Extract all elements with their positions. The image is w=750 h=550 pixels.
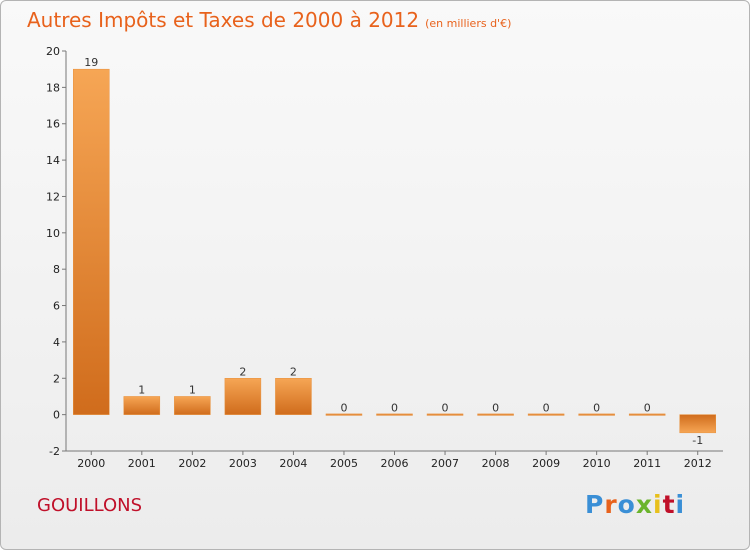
x-tick-label: 2012 bbox=[684, 457, 712, 470]
plot-area: -202468101214161820192000120011200222003… bbox=[46, 45, 723, 470]
y-tick-label: 10 bbox=[46, 227, 60, 240]
bar-value-label: 0 bbox=[391, 402, 398, 415]
bar-value-label: -1 bbox=[692, 434, 703, 447]
y-tick-label: 0 bbox=[53, 409, 60, 422]
bar-value-label: 0 bbox=[593, 402, 600, 415]
y-tick-label: 6 bbox=[53, 300, 60, 313]
bar bbox=[477, 413, 514, 416]
y-tick-label: 14 bbox=[46, 154, 60, 167]
bar-value-label: 19 bbox=[84, 56, 98, 69]
x-tick-label: 2001 bbox=[128, 457, 156, 470]
bar bbox=[174, 396, 211, 415]
y-tick-label: 18 bbox=[46, 81, 60, 94]
logo-letter: r bbox=[604, 490, 618, 519]
x-tick-label: 2003 bbox=[229, 457, 257, 470]
chart-title: Autres Impôts et Taxes de 2000 à 2012 (en… bbox=[27, 8, 511, 32]
bar bbox=[73, 68, 110, 415]
y-tick-label: 4 bbox=[53, 336, 60, 349]
bar-value-label: 1 bbox=[138, 383, 145, 396]
x-tick-label: 2002 bbox=[178, 457, 206, 470]
logo-letter: i bbox=[675, 490, 686, 519]
y-tick-label: 8 bbox=[53, 263, 60, 276]
bar bbox=[376, 413, 413, 416]
bar bbox=[527, 413, 565, 416]
proxiti-logo: Proxiti bbox=[585, 490, 685, 519]
logo-letter: t bbox=[662, 490, 676, 519]
y-tick-label: -2 bbox=[49, 445, 60, 458]
logo-letter: i bbox=[653, 490, 663, 519]
logo-letter: x bbox=[635, 490, 653, 519]
logo-letter: o bbox=[617, 490, 636, 519]
x-tick-label: 2008 bbox=[482, 457, 510, 470]
x-tick-label: 2011 bbox=[633, 457, 661, 470]
x-tick-label: 2006 bbox=[381, 457, 409, 470]
bar bbox=[325, 413, 363, 416]
bar-value-label: 2 bbox=[239, 365, 246, 378]
bar-value-label: 2 bbox=[290, 365, 297, 378]
bar bbox=[679, 414, 716, 434]
y-tick-label: 2 bbox=[53, 372, 60, 385]
bar bbox=[123, 396, 161, 415]
bar bbox=[224, 378, 262, 415]
y-tick-label: 20 bbox=[46, 45, 60, 58]
bar-value-label: 0 bbox=[340, 402, 347, 415]
x-tick-label: 2010 bbox=[583, 457, 611, 470]
bar bbox=[275, 378, 312, 415]
chart-unit: (en milliers d'€) bbox=[425, 17, 512, 30]
x-tick-label: 2004 bbox=[279, 457, 307, 470]
x-tick-label: 2005 bbox=[330, 457, 358, 470]
bar-value-label: 0 bbox=[492, 402, 499, 415]
bar-value-label: 0 bbox=[442, 402, 449, 415]
x-tick-label: 2007 bbox=[431, 457, 459, 470]
y-tick-label: 12 bbox=[46, 190, 60, 203]
bar bbox=[628, 413, 666, 416]
logo-letter: P bbox=[585, 490, 605, 519]
bar-value-label: 0 bbox=[543, 402, 550, 415]
x-tick-label: 2000 bbox=[77, 457, 105, 470]
x-tick-label: 2009 bbox=[532, 457, 560, 470]
bar-value-label: 1 bbox=[189, 383, 196, 396]
bar bbox=[426, 413, 464, 416]
bar-value-label: 0 bbox=[644, 402, 651, 415]
y-tick-label: 16 bbox=[46, 118, 60, 131]
bar bbox=[578, 413, 615, 416]
chart-title-text: Autres Impôts et Taxes de 2000 à 2012 bbox=[27, 8, 420, 32]
commune-name: GOUILLONS bbox=[37, 495, 143, 516]
